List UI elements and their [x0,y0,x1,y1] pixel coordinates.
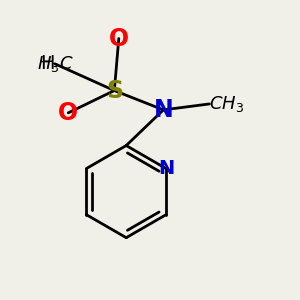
Text: O: O [58,101,78,125]
Text: O: O [109,26,129,50]
Text: N: N [154,98,173,122]
Text: N: N [158,159,174,178]
Text: $CH_3$: $CH_3$ [209,94,244,114]
Text: $H_3C$: $H_3C$ [37,54,73,74]
Text: H: H [40,54,55,73]
Text: S: S [106,79,123,103]
